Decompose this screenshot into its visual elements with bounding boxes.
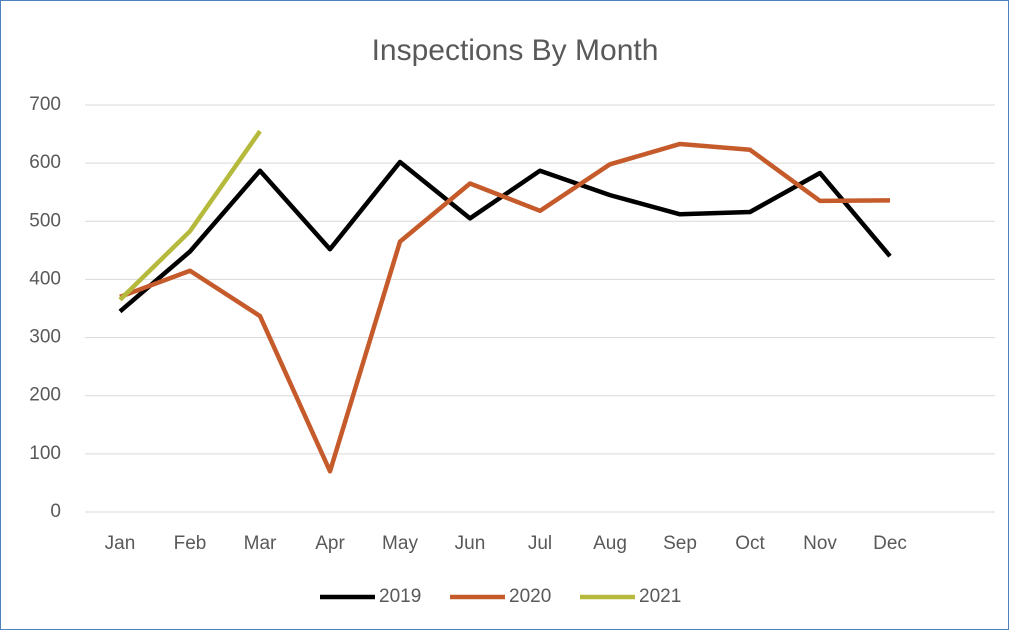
x-tick-label: Sep — [663, 533, 697, 554]
x-tick-label: Dec — [873, 533, 907, 554]
legend-label: 2019 — [379, 586, 421, 607]
y-tick-label: 700 — [29, 94, 61, 115]
line-series — [119, 141, 891, 474]
y-tick-label: 400 — [29, 268, 61, 289]
y-tick-label: 0 — [50, 501, 61, 522]
legend-label: 2020 — [509, 586, 551, 607]
line-series — [118, 159, 892, 314]
x-tick-label: Feb — [174, 533, 207, 554]
y-tick-label: 300 — [29, 327, 61, 348]
x-tick-label: Apr — [315, 533, 345, 554]
x-tick-label: Oct — [735, 533, 765, 554]
y-tick-label: 600 — [29, 152, 61, 173]
line-series — [118, 129, 262, 302]
x-tick-label: Aug — [593, 533, 627, 554]
x-tick-label: Nov — [803, 533, 837, 554]
legend-label: 2021 — [639, 586, 681, 607]
y-tick-label: 500 — [29, 210, 61, 231]
x-tick-label: May — [382, 533, 418, 554]
y-tick-label: 100 — [29, 443, 61, 464]
x-tick-label: Mar — [244, 533, 277, 554]
x-tick-label: Jul — [528, 533, 552, 554]
y-tick-label: 200 — [29, 385, 61, 406]
x-tick-label: Jan — [105, 533, 136, 554]
chart-title: Inspections By Month — [372, 34, 659, 67]
x-tick-label: Jun — [455, 533, 486, 554]
